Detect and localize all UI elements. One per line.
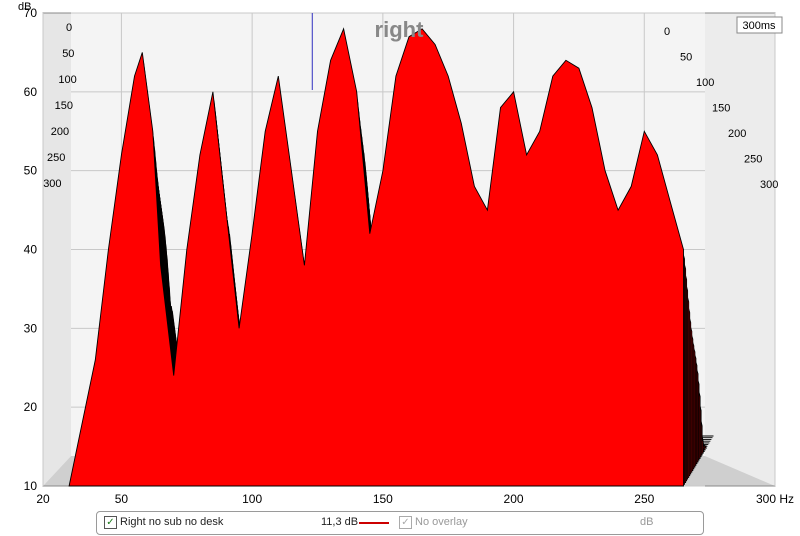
right-wall <box>705 13 775 486</box>
time-tick-right: 0 <box>664 26 670 38</box>
y-tick-label: 10 <box>24 479 38 493</box>
time-tick-left: 0 <box>66 22 72 34</box>
waterfall-slice <box>68 27 684 487</box>
left-wall <box>43 13 71 486</box>
y-tick-label: 70 <box>24 6 38 20</box>
series-checkbox[interactable]: ✓ <box>104 516 117 529</box>
series-name: Right no sub no desk <box>120 516 224 528</box>
time-tick-right: 300 <box>760 179 778 191</box>
y-tick-label: 30 <box>24 321 38 335</box>
unit-label: dB <box>640 516 654 528</box>
time-tick-left: 150 <box>55 100 73 112</box>
x-tick-label: 20 <box>36 492 50 505</box>
time-tick-left: 300 <box>43 178 61 190</box>
waterfall-slices <box>68 27 714 487</box>
y-tick-label: 20 <box>24 400 38 414</box>
series-swatch <box>359 522 389 524</box>
time-tick-left: 100 <box>58 74 76 86</box>
x-tick-label: 50 <box>115 492 129 505</box>
legend-bar: ✓ Right no sub no desk 11,3 dB ✓ No over… <box>96 511 704 535</box>
y-unit-label: dB <box>18 1 31 13</box>
series-value: 11,3 dB <box>321 516 359 528</box>
y-tick-label: 50 <box>24 164 38 178</box>
x-tick-label: 300 Hz <box>756 492 794 505</box>
time-tick-right: 250 <box>744 154 762 166</box>
overlay-checkbox[interactable]: ✓ <box>399 516 412 529</box>
x-tick-label: 250 <box>634 492 654 505</box>
x-tick-label: 150 <box>373 492 393 505</box>
y-tick-label: 40 <box>24 243 38 257</box>
time-tick-right: 200 <box>728 128 746 140</box>
time-end-box: 300ms <box>736 16 783 34</box>
time-tick-left: 250 <box>47 152 65 164</box>
time-tick-left: 50 <box>62 48 74 60</box>
chart-title: right <box>375 17 425 42</box>
time-tick-left: 200 <box>51 126 69 138</box>
time-tick-right: 100 <box>696 77 714 89</box>
time-tick-right: 150 <box>712 103 730 115</box>
y-tick-label: 60 <box>24 85 38 99</box>
overlay-label: No overlay <box>415 516 468 528</box>
time-tick-right: 50 <box>680 52 692 64</box>
time-end-label: 300ms <box>742 20 776 32</box>
x-tick-label: 100 <box>242 492 262 505</box>
x-tick-label: 200 <box>504 492 524 505</box>
